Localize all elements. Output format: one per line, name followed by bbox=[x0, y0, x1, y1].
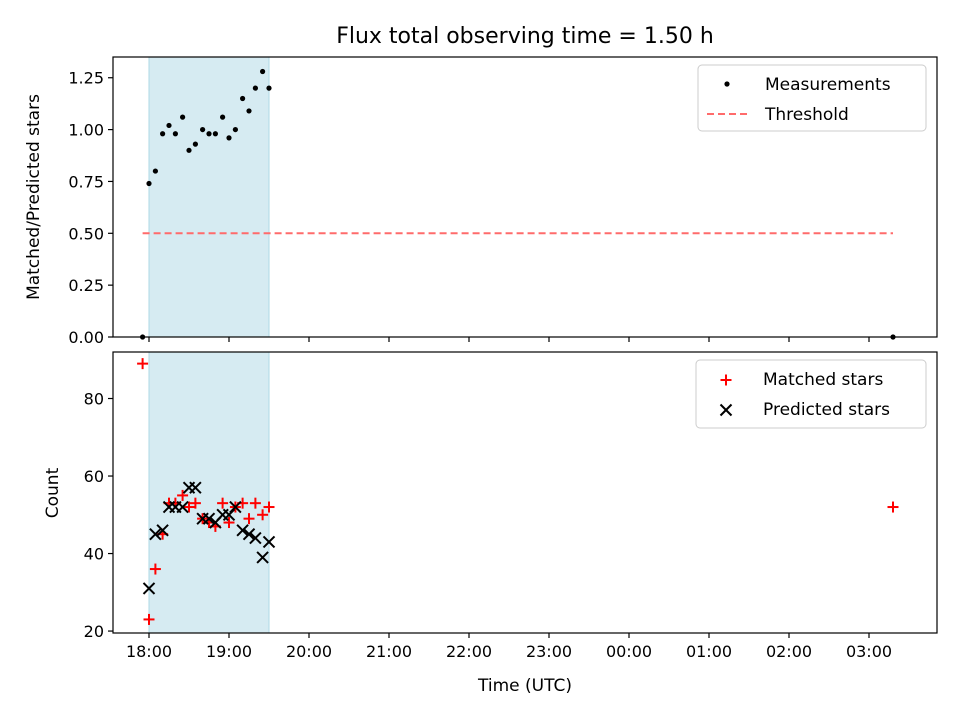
predicted-star-point bbox=[156, 524, 169, 537]
matched-star-point bbox=[183, 501, 195, 513]
top-axes: 0.00 0.25 0.50 0.75 1.00 1.25 Measurements Th… bbox=[68, 56, 938, 347]
predicted-star-point bbox=[142, 582, 156, 595]
xtick-label: 23:00 bbox=[526, 642, 572, 661]
measurement-point bbox=[192, 141, 198, 147]
measurement-point bbox=[206, 131, 212, 137]
measurement-point bbox=[220, 114, 226, 120]
matched-star-point bbox=[149, 563, 161, 575]
measurement-point bbox=[252, 85, 258, 91]
xtick-label: 01:00 bbox=[686, 642, 732, 661]
bottom-ylabel: Count bbox=[43, 467, 63, 518]
top-legend: Measurements Threshold bbox=[697, 64, 927, 132]
measurement-point bbox=[166, 122, 172, 129]
predicted-star-point bbox=[176, 500, 189, 514]
predicted-star-point bbox=[236, 524, 249, 537]
bottom-ticks-layer: 20 40 60 80 18:00 19:00 20:00 21:00 22:00 23:00 00… bbox=[84, 390, 892, 661]
legend-measurements-label: Measurements bbox=[765, 75, 891, 95]
xtick-label: 22:00 bbox=[446, 642, 492, 661]
xtick-label: 03:00 bbox=[846, 642, 892, 661]
matched-star-point bbox=[257, 509, 269, 521]
bottom-data-layer bbox=[137, 358, 899, 625]
legend-matched-plus bbox=[720, 374, 732, 386]
measurement-point bbox=[240, 95, 246, 102]
bottom-axes: 20 40 60 80 18:00 19:00 20:00 21:00 22:00 23:00 00… bbox=[84, 351, 938, 661]
measurement-point bbox=[152, 168, 158, 174]
top-ytick-label: 1.00 bbox=[68, 121, 104, 140]
legend-predicted-label: Predicted stars bbox=[763, 400, 890, 420]
bottom-shaded-span-layer bbox=[148, 351, 270, 634]
top-axes-frame bbox=[112, 56, 938, 338]
measurement-point bbox=[200, 126, 206, 133]
matched-star-point bbox=[263, 501, 275, 513]
bottom-legend-box bbox=[695, 359, 927, 429]
measurement-point bbox=[172, 131, 178, 137]
matched-star-point bbox=[243, 513, 255, 525]
predicted-star-point bbox=[256, 551, 269, 564]
measurement-point bbox=[212, 131, 218, 137]
predicted-star-point bbox=[189, 481, 202, 494]
matched-star-point bbox=[137, 358, 149, 370]
legend-predicted-x bbox=[719, 403, 733, 417]
measurement-point bbox=[226, 135, 232, 141]
xtick-label: 02:00 bbox=[766, 642, 812, 661]
matched-star-point bbox=[177, 489, 189, 501]
xtick-label: 21:00 bbox=[366, 642, 412, 661]
bottom-ytick-label: 60 bbox=[84, 467, 104, 486]
matched-star-point bbox=[143, 613, 155, 625]
legend-predicted-marker bbox=[719, 403, 733, 417]
matched-star-point bbox=[887, 501, 899, 513]
xtick-label: 18:00 bbox=[126, 642, 172, 661]
top-ytick-label: 0.00 bbox=[68, 328, 104, 347]
top-data-layer bbox=[140, 68, 896, 340]
top-legend-box bbox=[697, 64, 927, 132]
bottom-ytick-label: 20 bbox=[84, 622, 104, 641]
legend-threshold-label: Threshold bbox=[764, 105, 849, 125]
legend-matched-label: Matched stars bbox=[763, 370, 883, 390]
xtick-label: 20:00 bbox=[286, 642, 332, 661]
predicted-star-point bbox=[229, 500, 242, 514]
predicted-star-point bbox=[249, 531, 262, 545]
bottom-observing-span bbox=[148, 351, 270, 634]
matched-star-point bbox=[189, 497, 201, 509]
measurement-point bbox=[186, 147, 192, 153]
predicted-star-point bbox=[202, 512, 216, 525]
measurement-point bbox=[260, 68, 266, 75]
measurement-point bbox=[232, 126, 238, 133]
top-ytick-label: 1.25 bbox=[68, 69, 104, 88]
matched-star-point bbox=[249, 497, 261, 509]
bottom-legend: Matched stars Predicted stars bbox=[695, 359, 927, 429]
legend-matched-marker bbox=[720, 374, 732, 386]
top-shaded-span-layer bbox=[148, 56, 270, 338]
top-ticks-layer: 0.00 0.25 0.50 0.75 1.00 1.25 bbox=[68, 69, 870, 347]
matched-star-point bbox=[223, 517, 235, 529]
predicted-star-point bbox=[262, 535, 276, 549]
bottom-ytick-label: 80 bbox=[84, 390, 104, 409]
top-ylabel: Matched/Predicted stars bbox=[24, 94, 44, 300]
measurement-point bbox=[180, 114, 186, 120]
predicted-star-point bbox=[242, 527, 256, 541]
measurement-point bbox=[160, 131, 166, 137]
chart-title: Flux total observing time = 1.50 h bbox=[336, 24, 714, 49]
legend-measurements-marker bbox=[724, 81, 730, 87]
measurement-point bbox=[266, 85, 272, 91]
measurement-point bbox=[246, 108, 252, 114]
xtick-label: 19:00 bbox=[206, 642, 252, 661]
xlabel: Time (UTC) bbox=[477, 676, 572, 696]
matched-star-point bbox=[217, 497, 229, 509]
top-observing-span bbox=[148, 56, 270, 338]
top-ytick-label: 0.25 bbox=[68, 276, 104, 295]
bottom-ytick-label: 40 bbox=[84, 545, 104, 564]
top-ytick-label: 0.50 bbox=[68, 224, 104, 243]
predicted-star-point bbox=[149, 527, 162, 541]
xtick-label: 00:00 bbox=[606, 642, 652, 661]
top-ytick-label: 0.75 bbox=[68, 172, 104, 191]
measurement-point bbox=[146, 180, 152, 187]
bottom-axes-frame bbox=[112, 351, 938, 634]
